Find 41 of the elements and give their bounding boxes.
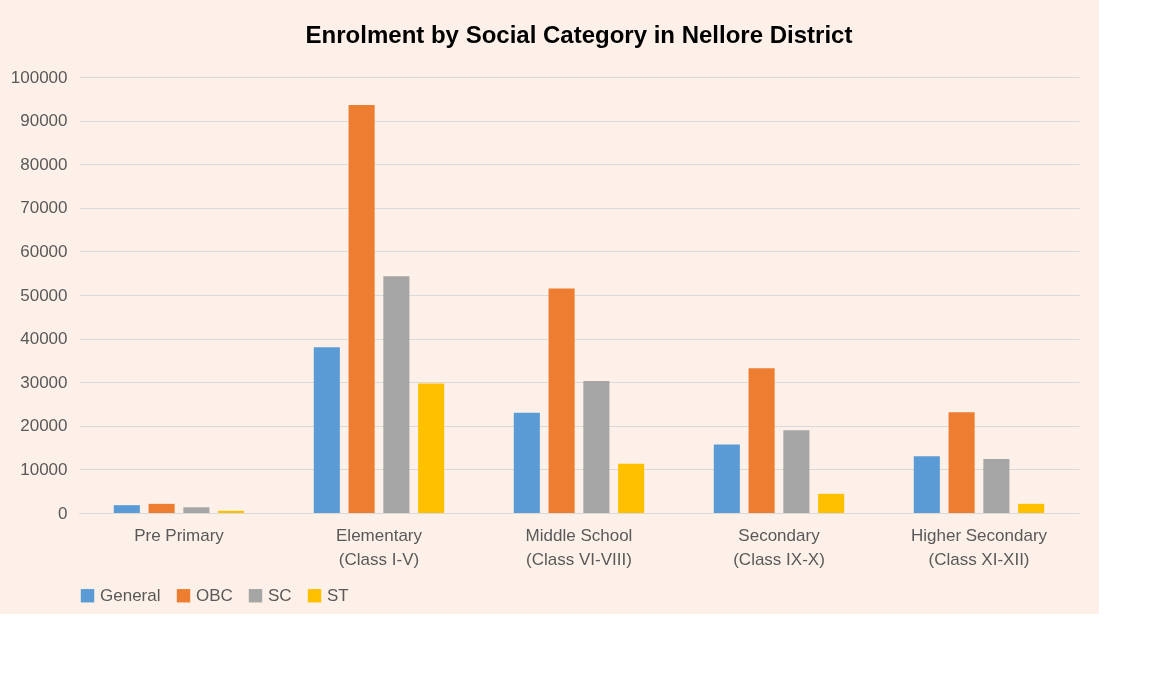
y-tick-label: 80000	[20, 154, 68, 174]
legend-label: ST	[327, 585, 349, 605]
bar	[148, 503, 175, 513]
y-tick-label: 0	[58, 503, 68, 523]
legend-label: SC	[268, 585, 292, 605]
bar	[783, 430, 810, 513]
bar	[113, 505, 140, 513]
bar	[983, 458, 1010, 513]
bar	[418, 383, 445, 513]
bar	[513, 412, 540, 513]
y-tick-label: 40000	[20, 329, 68, 349]
legend-label: General	[100, 585, 161, 605]
y-tick-label: 10000	[20, 459, 68, 479]
bar	[748, 368, 775, 513]
bar	[713, 444, 740, 513]
bar	[583, 380, 610, 513]
bar	[548, 288, 575, 513]
bar	[618, 463, 645, 513]
bar	[348, 104, 375, 513]
y-tick-label: 60000	[20, 241, 68, 261]
y-tick-label: 30000	[20, 372, 68, 392]
bar	[948, 412, 975, 513]
bar	[183, 507, 210, 513]
bar	[383, 276, 410, 513]
y-tick-label: 70000	[20, 198, 68, 218]
bar	[913, 456, 940, 513]
x-tick-label: Secondary (Class IX-X)	[733, 525, 825, 569]
bar	[1018, 503, 1045, 513]
chart-title: Enrolment by Social Category in Nellore District	[305, 21, 853, 48]
y-tick-label: 90000	[20, 111, 68, 131]
legend-label: OBC	[196, 585, 233, 605]
bar	[218, 510, 245, 513]
x-tick-label: Higher Secondary (Class XI-XII)	[910, 525, 1048, 569]
x-tick-label: Middle School (Class VI-VIII)	[525, 525, 633, 569]
x-tick-label: Pre Primary	[134, 525, 225, 545]
x-tick-label: Elementary (Class I-V)	[336, 525, 423, 569]
y-tick-label: 100000	[10, 67, 68, 87]
bar	[313, 347, 340, 513]
y-tick-label: 50000	[20, 285, 68, 305]
bar	[818, 493, 845, 513]
y-tick-label: 20000	[20, 416, 68, 436]
